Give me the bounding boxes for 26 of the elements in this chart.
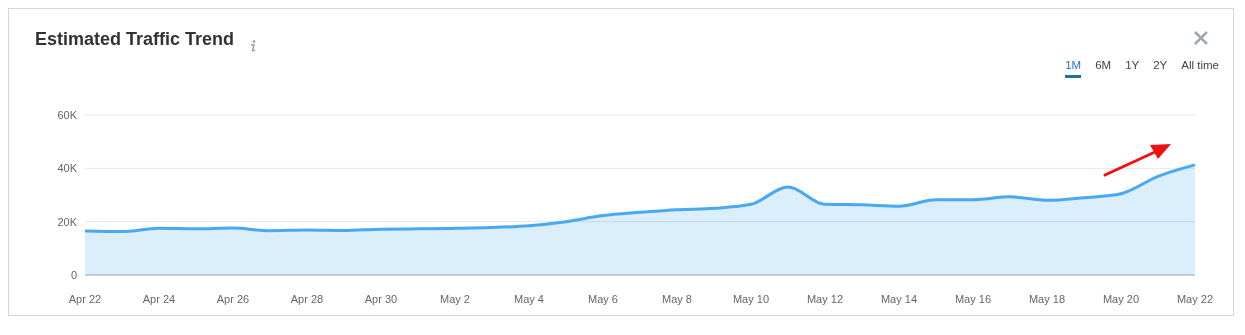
x-tick-label: May 20 <box>1102 292 1140 305</box>
x-tick-label: May 4 <box>514 292 544 305</box>
x-tick-label: May 6 <box>588 292 618 305</box>
text: 1M <box>1065 59 1082 78</box>
x-tick-label: May 22 <box>1176 292 1214 305</box>
x-tick-label: Apr 28 <box>290 292 324 305</box>
y-tick-label: 0 <box>70 268 77 281</box>
text: 6M <box>1095 59 1112 73</box>
x-tick-label: May 10 <box>732 292 770 305</box>
x-tick-label: Apr 30 <box>364 292 398 305</box>
x-tick-label: Apr 24 <box>142 292 176 305</box>
x-tick-label: Apr 26 <box>216 292 250 305</box>
x-tick-label: May 12 <box>806 292 844 305</box>
y-tick-label: 20K <box>57 215 78 228</box>
x-tick-label: Apr 22 <box>68 292 102 305</box>
chart-title: Estimated Traffic Trend <box>35 29 235 49</box>
x-tick-label: May 14 <box>880 292 918 305</box>
x-tick-label: May 16 <box>954 292 992 305</box>
x-tick-label: May 18 <box>1028 292 1066 305</box>
text: All time <box>1181 59 1219 73</box>
y-tick-label: 40K <box>57 162 78 175</box>
x-tick-label: May 2 <box>440 292 470 305</box>
x-tick-label: May 8 <box>662 292 692 305</box>
text: 1Y <box>1125 59 1140 73</box>
y-tick-label: 60K <box>57 108 78 121</box>
text: 2Y <box>1153 59 1168 73</box>
